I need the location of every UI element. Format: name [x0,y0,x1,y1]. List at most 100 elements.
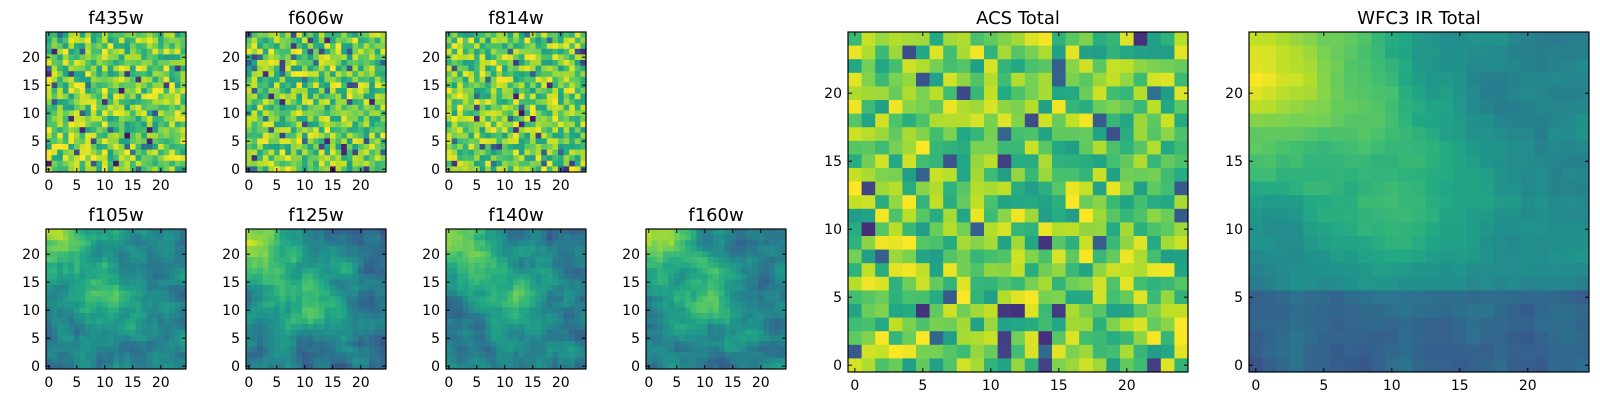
heatmap-cell [541,296,548,303]
heatmap-cell [558,341,564,347]
heatmap-cell [279,296,286,303]
heatmap-cell [1011,140,1026,155]
heatmap-cell [118,240,125,247]
heatmap-cell [451,324,458,331]
heatmap-cell [741,363,748,370]
heatmap-cell [541,132,548,139]
heatmap-cell [358,132,364,139]
heatmap-cell [713,257,720,263]
heatmap-cell [535,43,542,50]
heatmap-cell [446,88,452,94]
heatmap-cell [313,37,320,44]
heatmap-cell [490,54,497,61]
heatmap-cell [268,363,275,370]
heatmap-cell [246,132,252,139]
heatmap-cell [580,229,587,235]
heatmap-cell [279,335,286,342]
heatmap-cell [85,301,92,308]
heatmap-cell [651,262,658,269]
heatmap-cell [57,110,64,117]
heatmap-cell [462,229,469,235]
heatmap-cell [1079,100,1094,114]
heatmap-cell [535,76,542,83]
heatmap-cell [268,116,275,122]
heatmap-cell [51,48,58,55]
heatmap-cell [984,222,998,237]
heatmap-cell [285,318,292,325]
heatmap-cell [563,251,570,258]
heatmap-cell [668,257,675,263]
heatmap-cell [68,357,75,364]
heatmap-cell [169,262,176,269]
heatmap-cell [502,54,508,61]
heatmap-cell [279,32,286,38]
heatmap-cell [713,352,720,359]
heatmap-cell [107,324,114,331]
heatmap-cell [74,234,80,241]
heatmap-cell [330,285,336,291]
heatmap-cell [929,59,944,74]
heatmap-cell [1147,181,1162,196]
heatmap-cell [446,324,452,331]
heatmap-cell [135,329,142,336]
heatmap-cell [462,307,469,314]
heatmap-cell [107,301,114,308]
heatmap-cell [62,229,69,235]
heatmap-cell [956,140,971,155]
heatmap-cell [1092,181,1107,196]
heatmap-cell [268,240,275,247]
heatmap-cell [696,285,703,291]
heatmap-cell [507,110,514,117]
heatmap-cell [718,324,725,331]
heatmap-cell [752,313,759,319]
heatmap-cell [152,279,159,286]
heatmap-cell [558,234,564,241]
heatmap-cell [374,99,381,106]
heatmap-cell [46,257,52,263]
x-tick-label: 10 [296,178,314,194]
heatmap-cell [674,268,680,275]
heatmap-cell [468,229,475,235]
heatmap-cell [163,301,170,308]
heatmap-cell [62,82,69,89]
heatmap-cell [163,346,170,353]
heatmap-cell [546,104,553,111]
heatmap-cell [169,240,176,247]
heatmap-cell [268,43,275,50]
heatmap-cell [302,251,308,258]
heatmap-cell [335,132,342,139]
heatmap-cell [569,335,576,342]
heatmap-cell [468,110,475,117]
heatmap-cell [848,222,862,237]
heatmap-cell [496,99,503,106]
heatmap-cell [352,341,359,347]
heatmap-cell [707,296,714,303]
heatmap-cell [62,251,69,258]
heatmap-cell [62,76,69,83]
heatmap-cell [85,99,92,106]
heatmap-cell [774,240,781,247]
heatmap-cell [124,257,131,263]
heatmap-cell [474,93,480,100]
heatmap-cell [1120,72,1134,87]
heatmap-cell [558,273,564,280]
heatmap-cell [307,290,314,297]
heatmap-cell [468,54,475,61]
heatmap-cell [943,168,958,182]
heatmap-cell [479,245,486,252]
heatmap-cell [446,43,452,50]
heatmap-cell [574,257,581,263]
heatmap-cell [741,262,748,269]
heatmap-cell [1147,86,1162,101]
heatmap-cell [474,48,480,55]
heatmap-cell [530,65,536,72]
heatmap-cell [85,104,92,111]
heatmap-cell [330,234,336,241]
heatmap-cell [313,166,320,173]
heatmap-cell [769,357,776,364]
heatmap-cell [524,37,531,44]
heatmap-cell [1160,72,1175,87]
heatmap-cell [68,229,75,235]
heatmap-cell [246,127,252,134]
heatmap-cell [85,32,92,38]
